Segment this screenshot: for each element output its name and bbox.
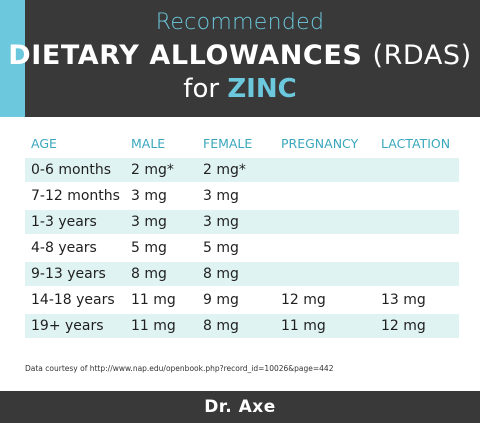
column-header-male: MALE — [131, 136, 166, 151]
cell-female: 8 mg — [203, 266, 239, 282]
cell-female: 3 mg — [203, 214, 239, 230]
cell-female: 3 mg — [203, 188, 239, 204]
title-banner: Recommended DIETARY ALLOWANCES (RDAS) fo… — [0, 0, 480, 117]
cell-lactation: 12 mg — [381, 318, 426, 334]
table-row: 1-3 years 3 mg 3 mg — [25, 210, 459, 236]
brand-logo-text: Dr. Axe — [204, 397, 276, 417]
accent-bar — [0, 0, 25, 117]
cell-male: 2 mg* — [131, 162, 174, 178]
column-header-age: AGE — [31, 136, 57, 151]
table-row: 14-18 years 11 mg 9 mg 12 mg 13 mg — [25, 288, 459, 314]
cell-age: 7-12 months — [31, 188, 120, 204]
cell-age: 0-6 months — [31, 162, 112, 178]
table-row: 7-12 months 3 mg 3 mg — [25, 184, 459, 210]
table-header-row: AGE MALE FEMALE PREGNANCY LACTATION — [25, 132, 459, 158]
cell-female: 5 mg — [203, 240, 239, 256]
title-main: DIETARY ALLOWANCES — [8, 40, 363, 71]
table-row: 4-8 years 5 mg 5 mg — [25, 236, 459, 262]
cell-male: 5 mg — [131, 240, 167, 256]
column-header-lactation: LACTATION — [381, 136, 451, 151]
cell-age: 19+ years — [31, 318, 104, 334]
cell-female: 2 mg* — [203, 162, 246, 178]
footer-bar: Dr. Axe — [0, 391, 480, 423]
cell-female: 9 mg — [203, 292, 239, 308]
cell-male: 3 mg — [131, 214, 167, 230]
column-header-pregnancy: PREGNANCY — [281, 136, 359, 151]
rda-table: AGE MALE FEMALE PREGNANCY LACTATION 0-6 … — [25, 132, 459, 340]
title-prefix: for — [183, 74, 220, 104]
table-row: 0-6 months 2 mg* 2 mg* — [25, 158, 459, 184]
cell-pregnancy: 12 mg — [281, 292, 326, 308]
cell-female: 8 mg — [203, 318, 239, 334]
title-highlight: ZINC — [227, 74, 297, 104]
column-header-female: FEMALE — [203, 136, 253, 151]
cell-age: 9-13 years — [31, 266, 106, 282]
table-row: 19+ years 11 mg 8 mg 11 mg 12 mg — [25, 314, 459, 340]
cell-male: 8 mg — [131, 266, 167, 282]
cell-male: 11 mg — [131, 318, 176, 334]
cell-age: 1-3 years — [31, 214, 97, 230]
cell-age: 4-8 years — [31, 240, 97, 256]
source-note: Data courtesy of http://www.nap.edu/open… — [25, 364, 334, 373]
table-row: 9-13 years 8 mg 8 mg — [25, 262, 459, 288]
cell-male: 11 mg — [131, 292, 176, 308]
cell-lactation: 13 mg — [381, 292, 426, 308]
title-line-recommended: Recommended — [155, 10, 325, 35]
title-line-dietary-allowances: DIETARY ALLOWANCES (RDAS) — [0, 40, 480, 71]
cell-age: 14-18 years — [31, 292, 115, 308]
cell-male: 3 mg — [131, 188, 167, 204]
cell-pregnancy: 11 mg — [281, 318, 326, 334]
title-line-for-zinc: for ZINC — [0, 74, 480, 104]
title-abbr: (RDAS) — [372, 40, 472, 71]
